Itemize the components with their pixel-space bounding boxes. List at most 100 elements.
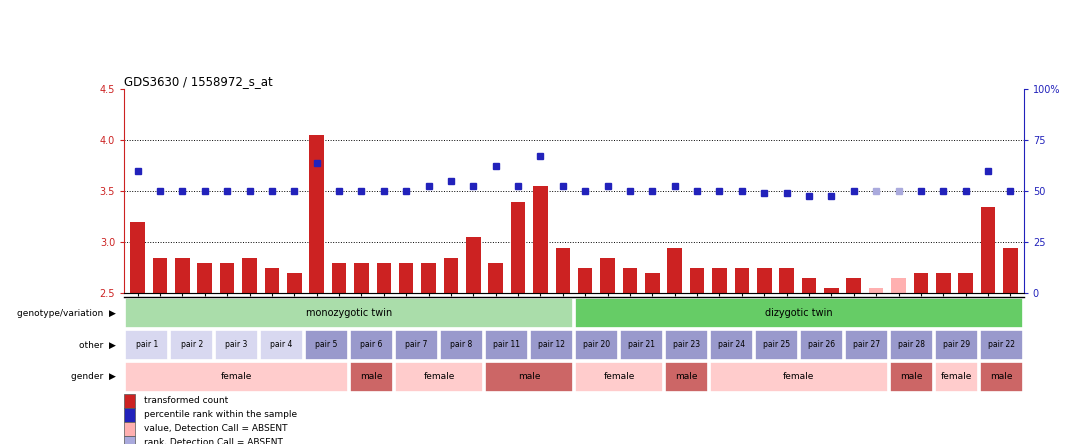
Bar [845, 330, 888, 360]
Bar [220, 263, 234, 293]
Bar [124, 394, 135, 408]
Bar [530, 330, 572, 360]
Bar [171, 330, 213, 360]
Bar [936, 273, 950, 293]
Bar [755, 330, 798, 360]
Bar [576, 362, 663, 392]
Bar [534, 186, 548, 293]
Bar [198, 263, 212, 293]
Text: pair 26: pair 26 [808, 341, 835, 349]
Bar [576, 330, 618, 360]
Bar [354, 263, 368, 293]
Bar [600, 258, 615, 293]
Bar [690, 268, 704, 293]
Text: pair 23: pair 23 [673, 341, 700, 349]
Bar [891, 278, 906, 293]
Bar [395, 330, 438, 360]
Text: value, Detection Call = ABSENT: value, Detection Call = ABSENT [144, 424, 287, 433]
Text: pair 22: pair 22 [988, 341, 1015, 349]
Bar [124, 422, 135, 436]
Bar [125, 362, 348, 392]
Bar [332, 263, 347, 293]
Bar [780, 268, 794, 293]
Bar [488, 263, 503, 293]
Bar [511, 202, 525, 293]
Bar [485, 330, 528, 360]
Text: pair 24: pair 24 [718, 341, 745, 349]
Bar [734, 268, 750, 293]
Text: pair 29: pair 29 [943, 341, 970, 349]
Text: pair 4: pair 4 [270, 341, 293, 349]
Text: pair 1: pair 1 [136, 341, 158, 349]
Bar [555, 248, 570, 293]
Text: pair 27: pair 27 [853, 341, 880, 349]
Text: pair 6: pair 6 [361, 341, 382, 349]
Bar [467, 237, 481, 293]
Bar [399, 263, 414, 293]
Text: female: female [783, 373, 814, 381]
Bar [395, 362, 483, 392]
Bar [578, 268, 593, 293]
Text: monozygotic twin: monozygotic twin [306, 308, 392, 318]
Text: percentile rank within the sample: percentile rank within the sample [144, 410, 297, 419]
Text: male: male [517, 373, 540, 381]
Bar [124, 408, 135, 422]
Bar [710, 330, 753, 360]
Bar [869, 289, 883, 293]
Bar [309, 135, 324, 293]
Bar [576, 298, 1023, 328]
Bar [980, 362, 1023, 392]
Bar [124, 436, 135, 444]
Text: dizygotic twin: dizygotic twin [765, 308, 833, 318]
Bar [890, 330, 933, 360]
Bar [350, 362, 393, 392]
Bar [980, 330, 1023, 360]
Text: male: male [990, 373, 1013, 381]
Bar [125, 298, 572, 328]
Bar [377, 263, 391, 293]
Text: pair 5: pair 5 [315, 341, 338, 349]
Text: pair 21: pair 21 [627, 341, 654, 349]
Bar [485, 362, 572, 392]
Bar [710, 362, 888, 392]
Bar [287, 273, 301, 293]
Bar [935, 362, 977, 392]
Text: pair 25: pair 25 [762, 341, 789, 349]
Text: pair 12: pair 12 [538, 341, 565, 349]
Text: female: female [941, 373, 972, 381]
Text: female: female [221, 373, 253, 381]
Text: male: male [675, 373, 698, 381]
Text: rank, Detection Call = ABSENT: rank, Detection Call = ABSENT [144, 438, 283, 444]
Text: pair 3: pair 3 [226, 341, 247, 349]
Bar [131, 222, 145, 293]
Text: GDS3630 / 1558972_s_at: GDS3630 / 1558972_s_at [124, 75, 273, 88]
Bar [306, 330, 348, 360]
Bar [421, 263, 436, 293]
Bar [890, 362, 933, 392]
Text: pair 2: pair 2 [180, 341, 203, 349]
Text: pair 20: pair 20 [583, 341, 610, 349]
Bar [444, 258, 458, 293]
Bar [242, 258, 257, 293]
Bar [125, 330, 168, 360]
Bar [958, 273, 973, 293]
Bar [645, 273, 660, 293]
Text: gender  ▶: gender ▶ [71, 373, 117, 381]
Bar [215, 330, 258, 360]
Bar [1003, 248, 1017, 293]
Text: genotype/variation  ▶: genotype/variation ▶ [17, 309, 117, 317]
Bar [623, 268, 637, 293]
Bar [152, 258, 167, 293]
Bar [175, 258, 190, 293]
Bar [665, 362, 707, 392]
Text: female: female [604, 373, 635, 381]
Bar [350, 330, 393, 360]
Bar [757, 268, 771, 293]
Bar [847, 278, 861, 293]
Text: transformed count: transformed count [144, 396, 228, 405]
Bar [824, 289, 839, 293]
Bar [914, 273, 928, 293]
Bar [801, 278, 816, 293]
Bar [260, 330, 303, 360]
Bar [667, 248, 681, 293]
